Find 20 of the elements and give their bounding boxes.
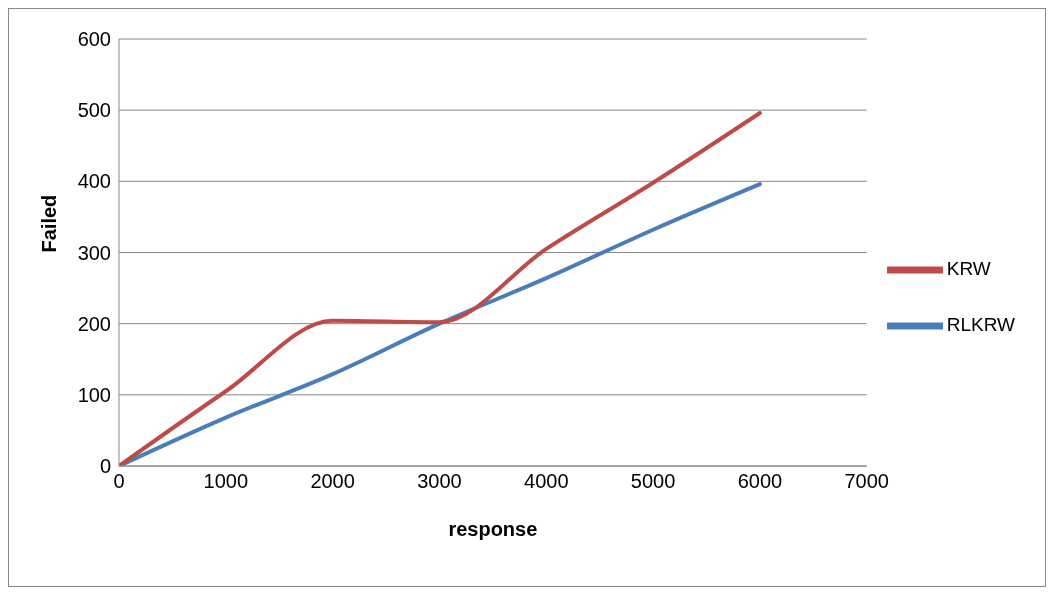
y-tick-label: 0	[99, 455, 111, 478]
legend-label: KRW	[946, 257, 991, 279]
y-tick-label: 200	[77, 312, 111, 335]
legend-label: RLKRW	[946, 313, 1015, 335]
y-axis-title: Failed	[38, 194, 61, 253]
y-tick-label: 100	[77, 383, 111, 406]
x-tick-label: 7000	[844, 470, 889, 493]
y-tick-label: 500	[77, 99, 111, 122]
x-axis-title: response	[448, 518, 538, 540]
line-series	[119, 111, 762, 466]
x-tick-label: 4000	[524, 470, 569, 493]
y-tick-label: 600	[77, 28, 111, 51]
x-tick-label: 1000	[203, 470, 249, 493]
x-tick-label: 0	[113, 470, 125, 493]
y-tick-label: 400	[77, 170, 111, 193]
x-tick-label: 6000	[737, 470, 783, 493]
x-tick-label: 2000	[310, 470, 355, 493]
y-tick-label: 300	[77, 241, 111, 264]
x-tick-label: 5000	[630, 470, 676, 493]
x-tick-label: 3000	[417, 470, 462, 493]
